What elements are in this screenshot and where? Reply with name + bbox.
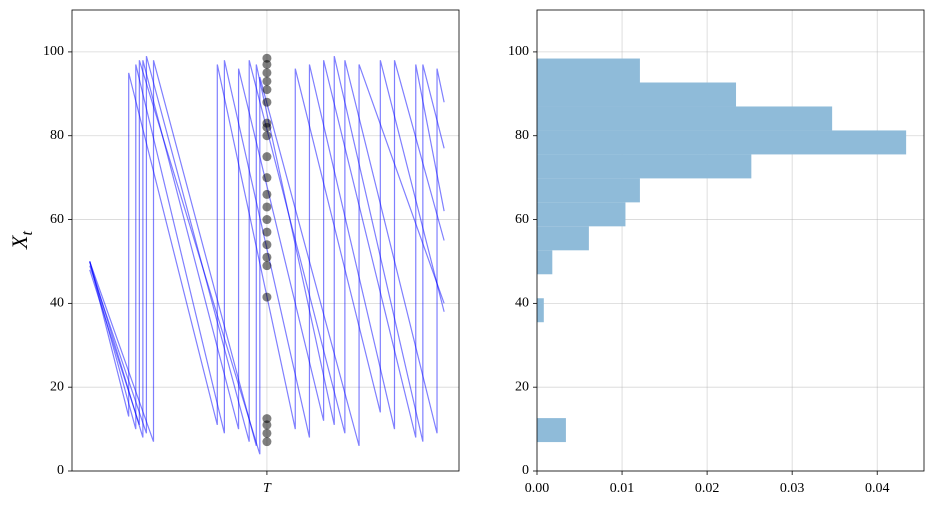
histogram-bar xyxy=(537,106,833,131)
terminal-point xyxy=(262,173,272,183)
terminal-point xyxy=(262,53,272,63)
terminal-point xyxy=(262,97,272,107)
terminal-point xyxy=(262,122,272,132)
y-label-subscript: t xyxy=(19,231,36,236)
y-axis-label: Xt xyxy=(7,231,36,250)
histogram-bar xyxy=(537,250,553,275)
y-tick-label: 0 xyxy=(57,463,64,478)
y-tick-label: 40 xyxy=(50,296,64,311)
histogram-bar xyxy=(537,202,626,227)
x-tick-label: 0.03 xyxy=(780,481,805,496)
terminal-point xyxy=(262,292,272,302)
sample-path xyxy=(89,60,445,455)
x-tick-label: 0.04 xyxy=(865,481,890,496)
y-tick-label: 80 xyxy=(50,128,64,143)
histogram-bar xyxy=(537,418,566,443)
terminal-point xyxy=(262,414,272,424)
histogram-bar xyxy=(537,178,640,203)
y-tick-label: 0 xyxy=(522,463,529,478)
y-tick-label: 100 xyxy=(43,44,64,59)
y-tick-label: 100 xyxy=(508,44,529,59)
sample-path xyxy=(89,60,445,438)
terminal-point xyxy=(262,131,272,141)
histogram-bar xyxy=(537,298,544,323)
y-tick-label: 20 xyxy=(515,379,529,394)
x-tick-label: 0.01 xyxy=(610,481,635,496)
histogram-bar xyxy=(537,226,589,251)
histogram-bar xyxy=(537,58,640,83)
y-tick-label: 40 xyxy=(515,296,529,311)
histogram-bar xyxy=(537,154,752,179)
terminal-point xyxy=(262,59,272,69)
histogram-bar xyxy=(537,82,737,107)
y-label-main: X xyxy=(7,234,32,250)
y-tick-label: 20 xyxy=(50,379,64,394)
terminal-point xyxy=(262,68,272,78)
y-tick-label: 60 xyxy=(515,212,529,227)
y-tick-label: 60 xyxy=(50,212,64,227)
terminal-point xyxy=(262,76,272,86)
axes-frame xyxy=(71,9,460,472)
histogram-bar xyxy=(537,130,907,155)
terminal-point xyxy=(262,85,272,95)
axes: 0 20 40 60 80 100 T xyxy=(43,10,459,496)
terminal-point xyxy=(262,428,272,438)
x-tick-label: 0.02 xyxy=(695,481,720,496)
terminal-point xyxy=(262,215,272,225)
terminal-point xyxy=(262,227,272,237)
terminal-point xyxy=(262,420,272,430)
terminal-point xyxy=(262,189,272,199)
sample-path xyxy=(89,55,445,447)
terminal-point xyxy=(262,240,272,250)
axes-frame xyxy=(536,9,925,472)
terminal-point xyxy=(262,202,272,212)
terminal-point xyxy=(262,152,272,162)
x-tick-label: 0.00 xyxy=(525,481,550,496)
y-tick-label: 80 xyxy=(515,128,529,143)
terminal-point xyxy=(262,437,272,447)
terminal-point xyxy=(262,252,272,262)
sample-path xyxy=(89,55,445,442)
x-tick-label: T xyxy=(263,481,272,496)
terminal-point xyxy=(262,261,272,271)
